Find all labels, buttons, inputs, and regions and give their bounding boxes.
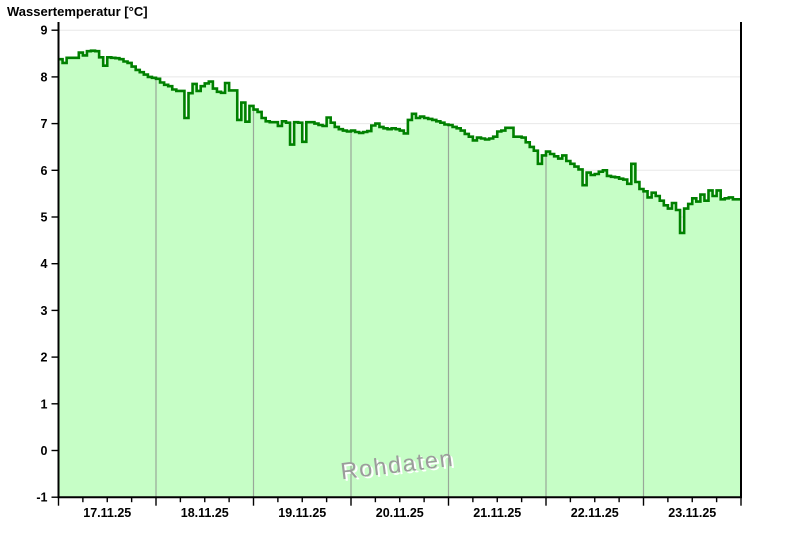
- x-tick-label-23.11.25: 23.11.25: [668, 506, 716, 520]
- x-tick-label-17.11.25: 17.11.25: [83, 506, 131, 520]
- y-tick-label-7: 7: [41, 117, 48, 131]
- chart-title: Wassertemperatur [°C]: [7, 4, 148, 19]
- axis-lines: [57, 22, 742, 499]
- y-tick-label-2: 2: [41, 351, 48, 365]
- x-tick-label-22.11.25: 22.11.25: [571, 506, 619, 520]
- x-tick-label-20.11.25: 20.11.25: [376, 506, 424, 520]
- y-tick-label-1: 1: [41, 397, 48, 411]
- x-axis-labels: 17.11.25 18.11.25 19.11.25 20.11.25 21.11.25…: [83, 506, 716, 520]
- temperature-area-fill: [58, 50, 741, 498]
- y-tick-label-8: 8: [41, 70, 48, 84]
- x-tick-label-18.11.25: 18.11.25: [181, 506, 229, 520]
- temperature-step-line: [58, 49, 741, 235]
- y-tick-label--1: -1: [36, 491, 47, 505]
- x-tick-label-19.11.25: 19.11.25: [278, 506, 326, 520]
- y-tick-label-4: 4: [41, 257, 48, 271]
- y-tick-label-5: 5: [41, 211, 48, 225]
- y-tick-label-9: 9: [41, 24, 48, 38]
- y-tick-label-0: 0: [41, 444, 48, 458]
- y-axis-labels: -1 0 1 2 3 4 5 6 7 8 9: [36, 24, 47, 505]
- y-tick-label-3: 3: [41, 304, 48, 318]
- y-tick-label-6: 6: [41, 164, 48, 178]
- x-tick-label-21.11.25: 21.11.25: [473, 506, 521, 520]
